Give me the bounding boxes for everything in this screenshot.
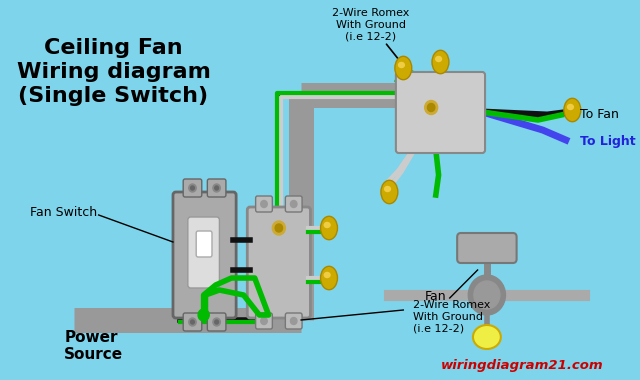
FancyBboxPatch shape bbox=[247, 207, 310, 318]
FancyBboxPatch shape bbox=[188, 217, 220, 288]
Circle shape bbox=[215, 320, 218, 324]
Ellipse shape bbox=[473, 325, 501, 349]
Circle shape bbox=[198, 309, 209, 321]
FancyBboxPatch shape bbox=[183, 313, 202, 331]
Circle shape bbox=[273, 221, 285, 235]
Text: wiringdiagram21.com: wiringdiagram21.com bbox=[440, 359, 603, 372]
FancyBboxPatch shape bbox=[457, 233, 516, 263]
Circle shape bbox=[275, 224, 283, 232]
Circle shape bbox=[291, 201, 297, 207]
FancyBboxPatch shape bbox=[207, 313, 226, 331]
Ellipse shape bbox=[324, 272, 331, 278]
Text: 2-Wire Romex
With Ground
(i.e 12-2): 2-Wire Romex With Ground (i.e 12-2) bbox=[413, 300, 490, 333]
Ellipse shape bbox=[398, 62, 405, 68]
FancyBboxPatch shape bbox=[396, 72, 485, 153]
FancyBboxPatch shape bbox=[255, 313, 273, 329]
Text: Power
Source: Power Source bbox=[64, 330, 124, 363]
Text: To Fan: To Fan bbox=[580, 109, 619, 122]
Ellipse shape bbox=[381, 180, 398, 204]
Ellipse shape bbox=[321, 216, 337, 240]
Ellipse shape bbox=[321, 266, 337, 290]
Ellipse shape bbox=[384, 186, 391, 192]
Circle shape bbox=[213, 318, 220, 326]
Circle shape bbox=[425, 100, 438, 114]
Circle shape bbox=[260, 201, 268, 207]
Circle shape bbox=[260, 318, 268, 325]
Circle shape bbox=[191, 186, 195, 190]
FancyBboxPatch shape bbox=[196, 231, 212, 257]
Text: Fan: Fan bbox=[425, 290, 447, 303]
Circle shape bbox=[213, 184, 220, 192]
Text: Wiring diagram: Wiring diagram bbox=[17, 62, 211, 82]
Ellipse shape bbox=[395, 56, 412, 80]
Circle shape bbox=[191, 320, 195, 324]
Circle shape bbox=[189, 184, 196, 192]
Circle shape bbox=[474, 281, 500, 309]
FancyBboxPatch shape bbox=[183, 179, 202, 197]
FancyBboxPatch shape bbox=[285, 313, 302, 329]
Text: Ceiling Fan: Ceiling Fan bbox=[44, 38, 183, 58]
Circle shape bbox=[189, 318, 196, 326]
Circle shape bbox=[468, 275, 506, 315]
Circle shape bbox=[291, 318, 297, 325]
Ellipse shape bbox=[324, 222, 331, 228]
Text: (Single Switch): (Single Switch) bbox=[19, 86, 209, 106]
FancyBboxPatch shape bbox=[285, 196, 302, 212]
Text: 2-Wire Romex
With Ground
(i.e 12-2): 2-Wire Romex With Ground (i.e 12-2) bbox=[332, 8, 410, 41]
FancyBboxPatch shape bbox=[255, 196, 273, 212]
Text: To Light: To Light bbox=[580, 136, 636, 149]
FancyBboxPatch shape bbox=[173, 192, 236, 318]
Ellipse shape bbox=[435, 56, 442, 62]
Ellipse shape bbox=[432, 50, 449, 74]
Text: Fan Switch: Fan Switch bbox=[29, 206, 97, 220]
FancyBboxPatch shape bbox=[207, 179, 226, 197]
Circle shape bbox=[428, 103, 435, 111]
Ellipse shape bbox=[567, 104, 574, 110]
Circle shape bbox=[215, 186, 218, 190]
Ellipse shape bbox=[564, 98, 580, 122]
